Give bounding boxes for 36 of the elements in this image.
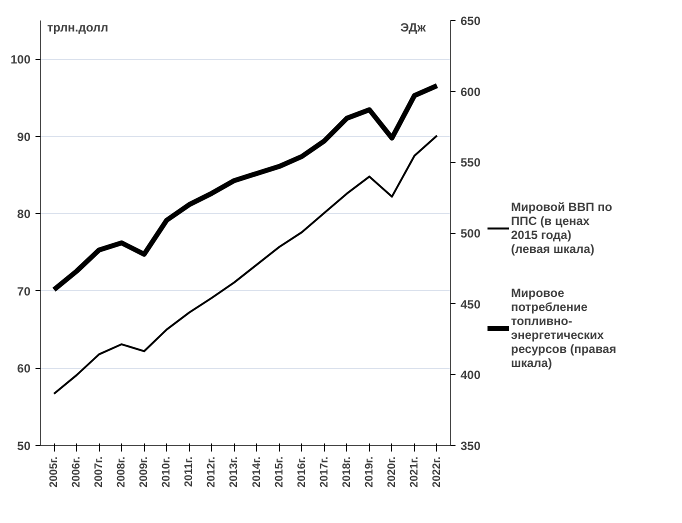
x-tick-label: 2016г.: [296, 456, 308, 488]
y-tick-label: 100: [10, 52, 31, 67]
y2-tick-label: 400: [460, 368, 481, 382]
y-axis-title: трлн.долл: [47, 20, 108, 34]
y2-tick-label: 450: [460, 297, 481, 312]
x-tick-label: 2014г.: [250, 456, 263, 488]
y-tick-label: 60: [17, 362, 31, 376]
y2-tick-label: 500: [460, 226, 481, 240]
y2-tick-label: 350: [460, 439, 481, 453]
y2-tick-label: 550: [460, 156, 481, 170]
y-tick-label: 80: [17, 207, 31, 222]
x-tick-label: 2022г.: [430, 456, 443, 488]
x-tick-label: 2007г.: [93, 456, 106, 488]
y-tick-label: 70: [17, 284, 31, 298]
x-tick-label: 2021г.: [408, 456, 420, 488]
x-tick-label: 2018г.: [340, 456, 353, 488]
y2-tick-label: 600: [460, 84, 481, 99]
x-tick-label: 2012г.: [206, 456, 218, 488]
x-tick-label: 2020г.: [386, 456, 398, 488]
x-tick-label: 2008г.: [116, 456, 128, 488]
x-tick-label: 2009г.: [138, 456, 150, 488]
x-tick-label: 2006г.: [70, 456, 83, 488]
line-series: [53, 134, 438, 395]
x-tick-label: 2017г.: [318, 456, 330, 488]
x-tick-label: 2019г.: [363, 456, 376, 488]
x-tick-label: 2010г.: [160, 456, 173, 488]
legend-label: Мировой ВВП по ППС (в ценах 2015 года) (левая шкала): [511, 200, 612, 256]
y-tick-label: 90: [17, 130, 31, 144]
x-tick-label: 2011г.: [183, 456, 196, 487]
x-tick-label: 2005г.: [48, 456, 60, 488]
y-tick-label: 50: [17, 439, 31, 453]
y2-axis-title: ЭДж: [400, 20, 426, 34]
legend-label: Мировое потребление топливно-энергетических ресурсов (правая шкала): [511, 286, 616, 370]
x-tick-label: 2015г.: [273, 456, 286, 488]
x-tick-label: 2013г.: [228, 456, 240, 488]
y2-tick-label: 650: [460, 14, 481, 28]
